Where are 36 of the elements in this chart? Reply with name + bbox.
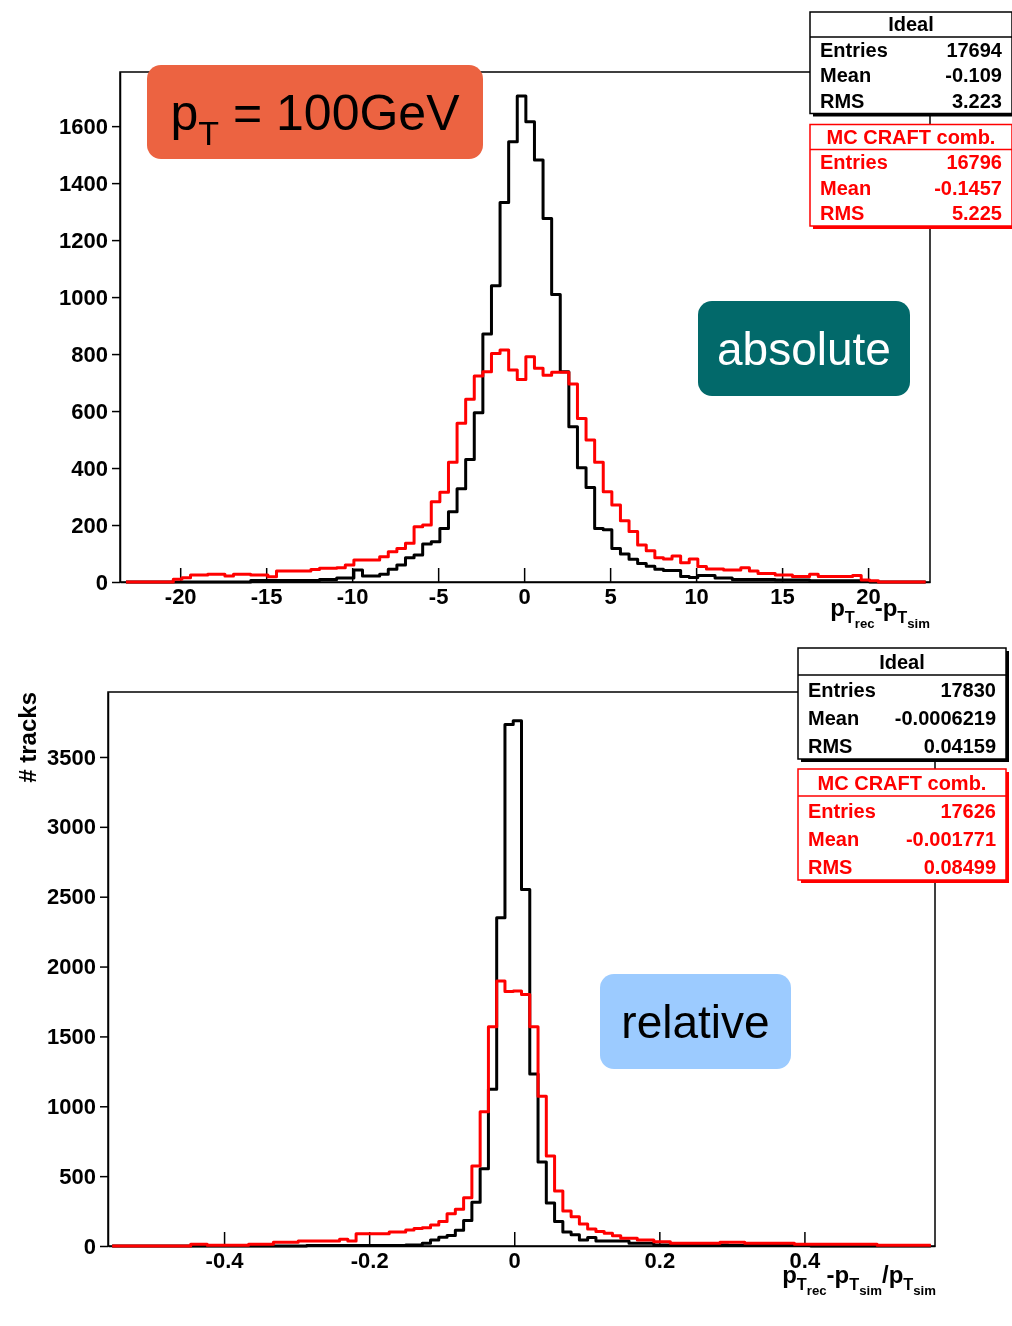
x-tick-label: -10 [336, 583, 369, 609]
x-tick-label: 15 [770, 583, 795, 609]
x-tick-label: -0.4 [205, 1247, 245, 1273]
y-tick-label: 1400 [59, 170, 108, 196]
y-tick-label: 2000 [47, 954, 96, 980]
y-tick-label: 1000 [59, 284, 108, 310]
annotation: p$_{T}$ = 100GeV [170, 84, 461, 152]
x-tick-label: -20 [164, 583, 197, 609]
y-tick-label: 600 [71, 398, 108, 424]
stats-box: Ideal Entries 17694 Mean -0.109 RMS 3.223 [809, 11, 1012, 117]
y-tick-label: 1500 [47, 1023, 96, 1049]
y-tick-label: 2500 [47, 884, 96, 910]
y-tick-label: 1000 [47, 1093, 96, 1119]
y-tick-label: 500 [59, 1163, 96, 1189]
y-tick-label: 3000 [47, 814, 96, 840]
x-tick-label: 0 [518, 583, 531, 609]
y-tick-label: 3500 [47, 744, 96, 770]
x-tick-label: -5 [428, 583, 449, 609]
x-tick-label: 10 [684, 583, 709, 609]
y-tick-label: 1200 [59, 227, 108, 253]
stats-box: Ideal Entries 17830 Mean -0.0006219 RMS 0.04159 [797, 647, 1009, 762]
x-tick-label: 5 [604, 583, 617, 609]
y-tick-label: 200 [71, 512, 108, 538]
annotation: absolute [717, 322, 891, 375]
x-tick-label: -15 [250, 583, 283, 609]
x-tick-label: 0.2 [644, 1247, 676, 1273]
x-tick-label: -0.2 [350, 1247, 389, 1273]
stats-box: MC CRAFT comb. Entries 17626 Mean -0.001771 RMS 0.08499 [797, 768, 1009, 883]
x-tick-label: 20 [856, 583, 881, 609]
x-tick-label: 0 [508, 1247, 521, 1273]
y-axis-title: # tracks [14, 692, 41, 783]
stats-box: MC CRAFT comb. Entries 16796 Mean -0.1457 RMS 5.225 [809, 123, 1012, 229]
annotation: relative [621, 995, 770, 1048]
y-tick-label: 400 [71, 455, 108, 481]
y-tick-label: 1600 [59, 113, 108, 139]
y-tick-label: 800 [71, 341, 108, 367]
